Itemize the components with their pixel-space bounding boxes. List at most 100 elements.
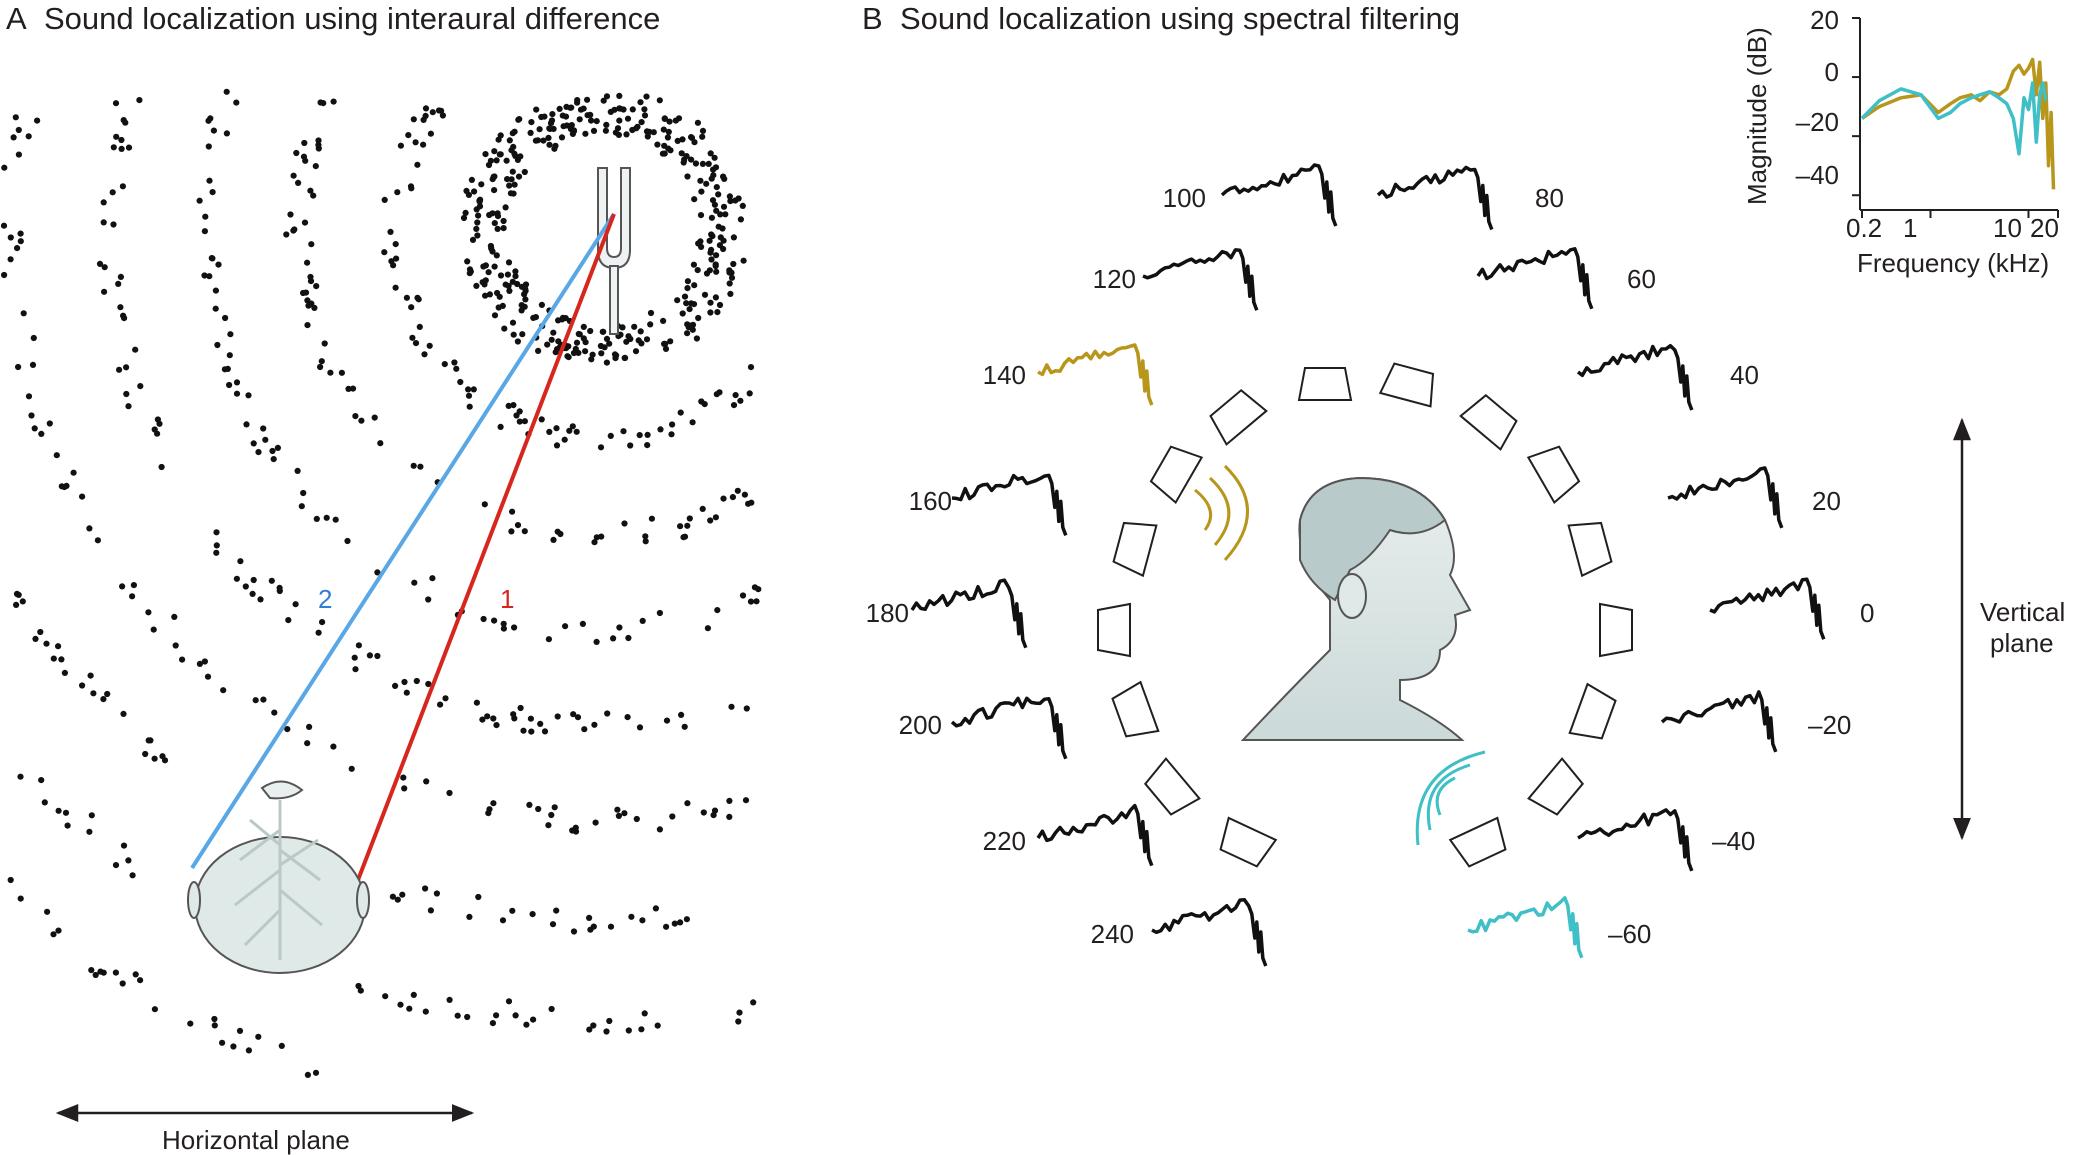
wave-dot — [287, 211, 294, 218]
wave-dot — [540, 137, 547, 144]
wave-dot — [546, 141, 553, 148]
wave-dot — [517, 704, 524, 712]
wave-dot — [633, 125, 640, 132]
wave-dot — [230, 1043, 237, 1050]
elevation-label-160: 160 — [908, 486, 952, 516]
wave-dot — [130, 582, 137, 589]
wave-dot — [415, 296, 422, 303]
wave-dot — [747, 598, 755, 605]
wave-dot — [551, 804, 558, 811]
wave-dot — [582, 130, 589, 137]
wave-dot — [513, 412, 520, 419]
wave-dot — [221, 366, 228, 373]
wave-dot — [411, 579, 418, 586]
wave-dot — [644, 431, 651, 438]
wave-dot — [580, 323, 587, 330]
wave-dot — [679, 136, 686, 143]
wave-dot — [34, 117, 41, 124]
wave-dot — [570, 928, 578, 935]
listener-head-top-view — [187, 780, 370, 974]
wave-dot — [563, 103, 570, 110]
wave-dot — [679, 310, 686, 317]
wave-dot — [119, 980, 126, 987]
wave-dot — [374, 569, 381, 576]
wave-dot — [730, 260, 737, 268]
wave-dot — [615, 131, 623, 138]
wave-dot — [323, 514, 330, 521]
wave-dot — [694, 267, 701, 274]
wave-dot — [381, 196, 388, 203]
wave-dot — [489, 210, 496, 217]
wave-dot — [677, 919, 684, 926]
wave-dot — [97, 968, 104, 975]
wave-dot — [647, 309, 655, 317]
wave-dot — [728, 274, 736, 281]
wave-dot — [491, 617, 498, 624]
wave-dot — [510, 402, 517, 409]
wave-dot — [474, 219, 481, 226]
wave-dot — [509, 130, 516, 137]
wave-dot — [510, 331, 517, 338]
wave-dot — [400, 774, 407, 781]
wave-dot — [572, 824, 579, 831]
wave-dot — [726, 193, 734, 200]
wave-dot — [90, 690, 97, 697]
wave-dot — [422, 105, 430, 112]
wave-dot — [627, 442, 634, 449]
wave-dot — [313, 515, 320, 523]
wave-dot — [698, 188, 705, 195]
horizontal-plane-label: Horizontal plane — [162, 1125, 350, 1155]
wave-dot — [37, 628, 44, 636]
wave-dot — [427, 130, 434, 137]
wave-dot — [196, 197, 203, 204]
vertical-plane-label-line2: plane — [1990, 628, 2054, 658]
wave-dot — [514, 522, 522, 529]
wave-dot — [187, 1020, 194, 1027]
wave-dot — [403, 294, 410, 301]
wave-dot — [132, 346, 139, 353]
wave-dot — [692, 160, 700, 167]
wave-dot — [545, 134, 552, 141]
wave-dot — [7, 876, 14, 884]
wave-dot — [10, 134, 17, 141]
wave-dot — [119, 583, 126, 590]
elevation-label-0: 0 — [1860, 598, 1875, 628]
wave-dot — [397, 1001, 404, 1008]
wave-dot — [416, 323, 423, 330]
wave-dot — [521, 528, 528, 535]
wave-dot — [680, 159, 687, 166]
wave-dot — [374, 652, 381, 660]
wave-dot — [110, 221, 117, 228]
wave-dot — [684, 800, 691, 807]
wave-dot — [562, 623, 569, 630]
wave-dot — [250, 440, 257, 447]
wave-dot — [64, 822, 71, 829]
wave-dot — [470, 386, 477, 393]
wave-dot — [741, 491, 749, 498]
wave-dot — [572, 345, 579, 352]
wave-dot — [636, 724, 644, 731]
wave-dot — [688, 156, 695, 163]
wave-dot — [535, 347, 542, 354]
wave-dot — [212, 287, 219, 294]
wave-dot — [245, 1047, 252, 1054]
wave-dot — [476, 197, 483, 204]
wave-dot — [304, 740, 311, 747]
wave-dot — [488, 245, 495, 252]
wave-dot — [308, 241, 315, 248]
wave-dot — [573, 339, 581, 346]
wave-dot — [352, 666, 359, 673]
wave-dot — [491, 187, 498, 194]
wave-dot — [500, 620, 507, 627]
wave-dot — [491, 312, 499, 319]
wave-dot — [521, 418, 529, 425]
wave-dot — [465, 191, 472, 198]
wave-dot — [509, 907, 516, 914]
wave-dot — [688, 134, 695, 141]
wave-dot — [672, 117, 679, 124]
wave-dot — [0, 222, 8, 229]
wave-dot — [227, 331, 234, 338]
wave-dot — [136, 97, 143, 104]
wave-dot — [668, 431, 675, 438]
wave-dot — [392, 241, 399, 248]
